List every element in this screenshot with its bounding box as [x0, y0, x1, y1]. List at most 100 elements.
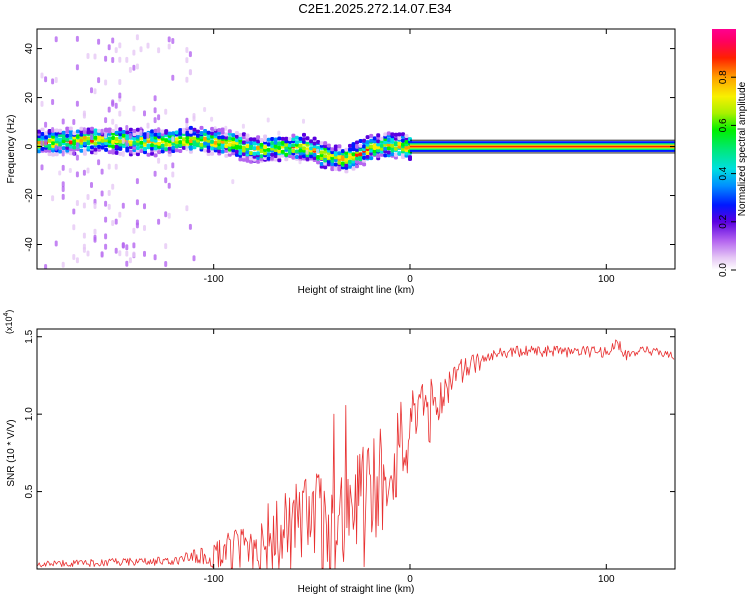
- spectrogram-cell: [153, 95, 157, 102]
- spectrogram-cell: [372, 139, 377, 144]
- spectrogram-cell: [344, 154, 349, 159]
- spectrogram-cell: [397, 141, 402, 146]
- spectrogram-cell: [79, 126, 84, 131]
- spectrogram-cell: [241, 132, 246, 137]
- spectrogram-cell: [153, 170, 157, 177]
- spectrogram-cell: [196, 129, 200, 134]
- spectrogram-cell: [65, 126, 70, 131]
- spectrogram-cell: [284, 157, 289, 162]
- spectrogram-cell: [383, 140, 388, 145]
- spectrogram-cell: [337, 144, 342, 149]
- spectrogram-cell: [54, 152, 59, 157]
- spectrogram-ytick-label: -40: [24, 237, 35, 252]
- spectrogram-cell: [97, 134, 102, 139]
- spectrogram-cell: [75, 134, 80, 139]
- spectrogram-cell: [316, 160, 321, 165]
- spectrogram-cell: [256, 145, 261, 150]
- spectrogram-ylabel: Frequency (Hz): [6, 115, 17, 184]
- spectrogram-cell: [100, 145, 105, 150]
- spectrogram-cell: [224, 144, 229, 149]
- spectrogram-cell: [185, 130, 190, 135]
- spectrogram-cell: [178, 140, 183, 145]
- spectrogram-cell: [86, 53, 90, 59]
- spectrogram-cell: [114, 130, 119, 135]
- spectrogram-cell: [174, 137, 179, 142]
- spectrogram-cell: [44, 264, 48, 269]
- spectrogram-cell: [146, 152, 151, 157]
- spectrogram-cell: [128, 257, 132, 264]
- spectrogram-cell: [323, 158, 328, 163]
- spectrogram-cell: [206, 152, 211, 156]
- spectrogram-cell: [333, 150, 338, 155]
- spectrogram-cell: [86, 130, 91, 135]
- spectrogram-cell: [51, 141, 56, 146]
- spectrogram-cell: [51, 78, 55, 85]
- spectrogram-cell: [298, 143, 303, 148]
- spectrogram-cell: [266, 147, 271, 152]
- spectrogram-cell: [139, 149, 144, 153]
- spectrogram-cell: [79, 138, 84, 143]
- spectrogram-cell: [44, 131, 49, 136]
- spectrogram-cell: [330, 153, 335, 158]
- spectrogram-cell: [355, 159, 359, 164]
- colorbar-gradient: [712, 29, 736, 270]
- spectrogram-cell: [249, 156, 253, 161]
- spectrogram-cell: [298, 148, 303, 153]
- spectrogram-cell: [111, 129, 116, 133]
- spectrogram-cell: [118, 56, 122, 63]
- spectrogram-cell: [107, 203, 111, 210]
- spectrogram-cell: [150, 151, 155, 156]
- spectrogram-cell: [351, 152, 356, 157]
- spectrogram-cell: [97, 77, 101, 84]
- spectrogram-cell: [252, 157, 257, 162]
- spectrogram-cell: [167, 131, 172, 136]
- spectrogram-cell: [326, 155, 331, 159]
- spectrogram-cell: [114, 124, 118, 130]
- spectrogram-cell: [188, 125, 193, 130]
- spectrogram-cell: [58, 140, 63, 145]
- spectrogram-cell: [181, 145, 186, 150]
- spectrogram-cell: [351, 142, 356, 147]
- spectrogram-cell: [266, 137, 271, 142]
- snr-frame: [36, 328, 676, 570]
- spectrogram-cell: [114, 150, 119, 155]
- spectrogram-cell: [82, 243, 86, 250]
- spectrogram-cell: [79, 132, 84, 137]
- spectrogram-cell: [82, 110, 86, 117]
- spectrogram-cell: [238, 136, 243, 140]
- spectrogram-cell: [97, 38, 101, 45]
- spectrogram-cell: [266, 142, 271, 147]
- spectrogram-cell: [90, 145, 94, 150]
- spectrogram-cell: [167, 43, 171, 50]
- spectrogram-cell: [171, 171, 175, 178]
- spectrogram-xlabel: Height of straight line (km): [298, 285, 415, 296]
- spectrogram-cell: [372, 143, 377, 148]
- spectrogram-cell: [224, 132, 229, 137]
- spectrogram-cell: [171, 145, 176, 150]
- spectrogram-cell: [178, 131, 183, 136]
- spectrogram-cell: [178, 149, 183, 153]
- spectrogram-cell: [188, 129, 193, 134]
- snr-ylabel: SNR (10 * V/V): [6, 419, 17, 486]
- spectrogram-cell: [217, 149, 222, 154]
- spectrogram-cell: [132, 105, 136, 112]
- spectrogram-cell: [376, 154, 381, 158]
- spectrogram-cell: [192, 113, 196, 119]
- spectrogram-cell: [249, 141, 253, 145]
- spectrogram-cell: [121, 150, 125, 157]
- spectrogram-cell: [277, 158, 282, 163]
- spectrogram-cell: [319, 162, 324, 166]
- spectrogram-cell: [210, 116, 214, 122]
- spectrogram-cell: [185, 122, 189, 129]
- spectrogram-cell: [104, 55, 108, 62]
- spectrogram-cell: [164, 261, 168, 267]
- spectrogram-cell: [220, 127, 225, 132]
- spectrogram-cell: [171, 131, 176, 136]
- spectrogram-cell: [68, 168, 72, 173]
- spectrogram-cell: [93, 203, 97, 209]
- spectrogram-cell: [100, 190, 104, 197]
- spectrogram-cell: [245, 144, 250, 149]
- spectrogram-cell: [51, 127, 55, 133]
- spectrogram-cell: [273, 137, 278, 142]
- spectrogram-cell: [111, 100, 115, 107]
